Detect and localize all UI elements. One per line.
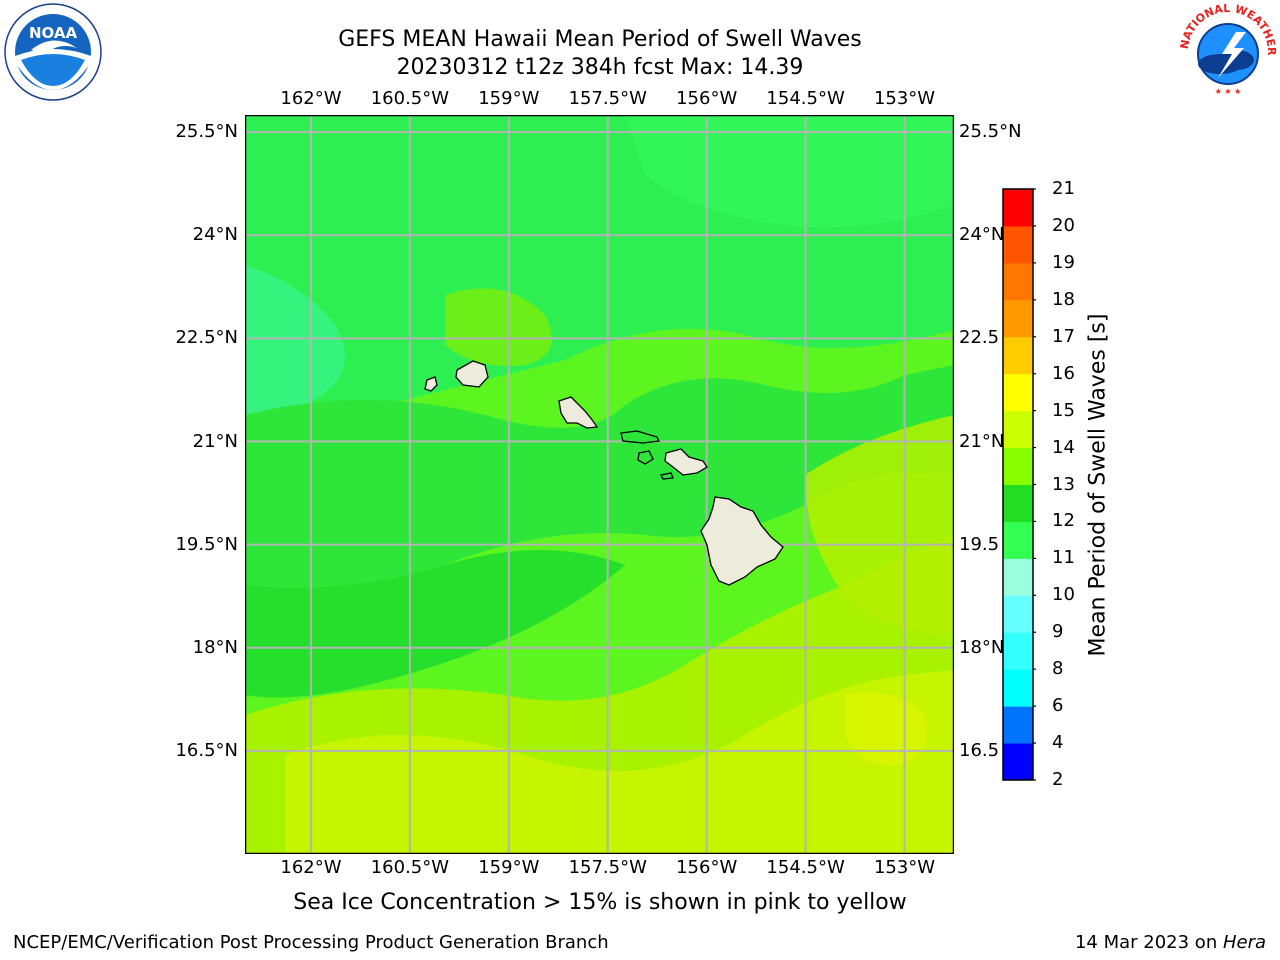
lat-tick-label-right: 16.5 [959, 739, 1000, 761]
hawaiian-islands [424, 360, 784, 586]
colorbar [1002, 188, 1036, 781]
lat-tick-label-left: 25.5°N [175, 121, 238, 143]
lat-tick-label-right: 21°N [959, 430, 1005, 452]
colorbar-segment [1003, 743, 1033, 781]
island-molokai [620, 430, 660, 444]
grid-lines [245, 115, 954, 854]
svg-text:NOAA: NOAA [29, 24, 78, 42]
lon-tick-label-top: 162°W [280, 88, 342, 109]
lat-tick-label-right: 19.5 [959, 533, 1000, 555]
colorbar-tick-label: 4 [1052, 732, 1064, 754]
island-maui [664, 448, 708, 476]
noaa-logo: NOAA [4, 3, 102, 101]
nws-logo: NATIONAL WEATHER SERVICE ★ ★ ★ [1178, 2, 1278, 96]
island-kauai [455, 360, 489, 388]
swell-period-map [245, 115, 954, 854]
footer-date: 14 Mar 2023 on Hera [1075, 932, 1266, 953]
colorbar-segment [1003, 595, 1033, 633]
lat-tick-label-left: 24°N [192, 224, 238, 246]
island-kahoolawe [660, 472, 674, 480]
colorbar-segment [1003, 669, 1033, 707]
footer-date-text: 14 Mar 2023 on [1074, 932, 1223, 953]
lat-tick-label-right: 18°N [959, 636, 1005, 658]
island-oahu [558, 396, 599, 429]
lon-tick-label-bottom: 160.5°W [370, 857, 450, 878]
lat-tick-label-left: 18°N [192, 636, 238, 658]
lat-tick-label-right: 22.5 [959, 327, 1000, 349]
island-niihau [424, 376, 438, 392]
colorbar-label: Mean Period of Swell Waves [s] [1085, 313, 1111, 657]
colorbar-tick-label: 18 [1052, 288, 1075, 310]
colorbar-segment [1003, 336, 1033, 375]
lon-tick-label-bottom: 156°W [676, 857, 738, 878]
lon-tick-label-bottom: 162°W [280, 857, 342, 878]
island-lanai [637, 450, 654, 465]
lat-tick-label-right: 25.5°N [959, 121, 1022, 143]
island-hawaii [700, 496, 784, 586]
lon-tick-label-top: 160.5°W [370, 88, 450, 109]
colorbar-segment [1003, 706, 1033, 744]
footer-host: Hera [1222, 932, 1266, 953]
lon-tick-label-top: 157.5°W [568, 88, 647, 109]
colorbar-tick-label: 2 [1052, 769, 1064, 790]
colorbar-segment [1003, 558, 1033, 596]
lon-tick-label-bottom: 159°W [478, 857, 540, 878]
colorbar-tick-label: 14 [1052, 436, 1075, 458]
lat-tick-label-left: 21°N [192, 430, 238, 452]
lon-tick-label-top: 154.5°W [766, 88, 845, 109]
lon-tick-label-top: 156°W [676, 88, 738, 109]
colorbar-tick-label: 21 [1052, 178, 1075, 199]
footer-branch: NCEP/EMC/Verification Post Processing Pr… [13, 932, 609, 953]
lon-tick-label-top: 153°W [873, 88, 936, 109]
lat-tick-label-left: 16.5°N [175, 739, 238, 761]
lat-tick-label-right: 24°N [959, 224, 1005, 246]
caption: Sea Ice Concentration > 15% is shown in … [293, 890, 907, 915]
colorbar-segment [1003, 410, 1033, 449]
colorbar-tick-label: 16 [1052, 362, 1075, 384]
colorbar-tick-label: 15 [1052, 399, 1075, 421]
colorbar-tick-label: 17 [1052, 325, 1075, 347]
chart-subtitle: 20230312 t12z 384h fcst Max: 14.39 [396, 55, 804, 80]
colorbar-segment [1003, 484, 1033, 522]
colorbar-segment [1003, 262, 1033, 301]
lon-tick-label-bottom: 153°W [873, 857, 936, 878]
colorbar-tick-label: 9 [1052, 621, 1064, 643]
lon-tick-label-top: 159°W [478, 88, 540, 109]
lon-tick-label-bottom: 154.5°W [766, 857, 845, 878]
lat-tick-label-left: 22.5°N [175, 327, 238, 349]
colorbar-segment [1003, 521, 1033, 559]
colorbar-tick-label: 19 [1052, 251, 1075, 273]
lat-tick-label-left: 19.5°N [175, 533, 238, 555]
colorbar-tick-label: 8 [1052, 658, 1064, 680]
colorbar-tick-label: 13 [1052, 473, 1075, 495]
lon-tick-label-bottom: 157.5°W [568, 857, 647, 878]
colorbar-tick-label: 12 [1052, 510, 1075, 532]
colorbar-segment [1003, 447, 1033, 485]
colorbar-segment [1003, 299, 1033, 338]
colorbar-tick-label: 10 [1052, 584, 1075, 606]
colorbar-tick-label: 20 [1052, 214, 1075, 236]
chart-title: GEFS MEAN Hawaii Mean Period of Swell Wa… [338, 27, 862, 52]
colorbar-segment [1003, 225, 1033, 264]
colorbar-segment [1003, 373, 1033, 412]
svg-text:★ ★ ★: ★ ★ ★ [1215, 87, 1242, 96]
colorbar-segment [1003, 189, 1033, 227]
colorbar-tick-label: 11 [1052, 547, 1075, 569]
colorbar-segment [1003, 632, 1033, 670]
colorbar-tick-label: 6 [1052, 695, 1064, 717]
